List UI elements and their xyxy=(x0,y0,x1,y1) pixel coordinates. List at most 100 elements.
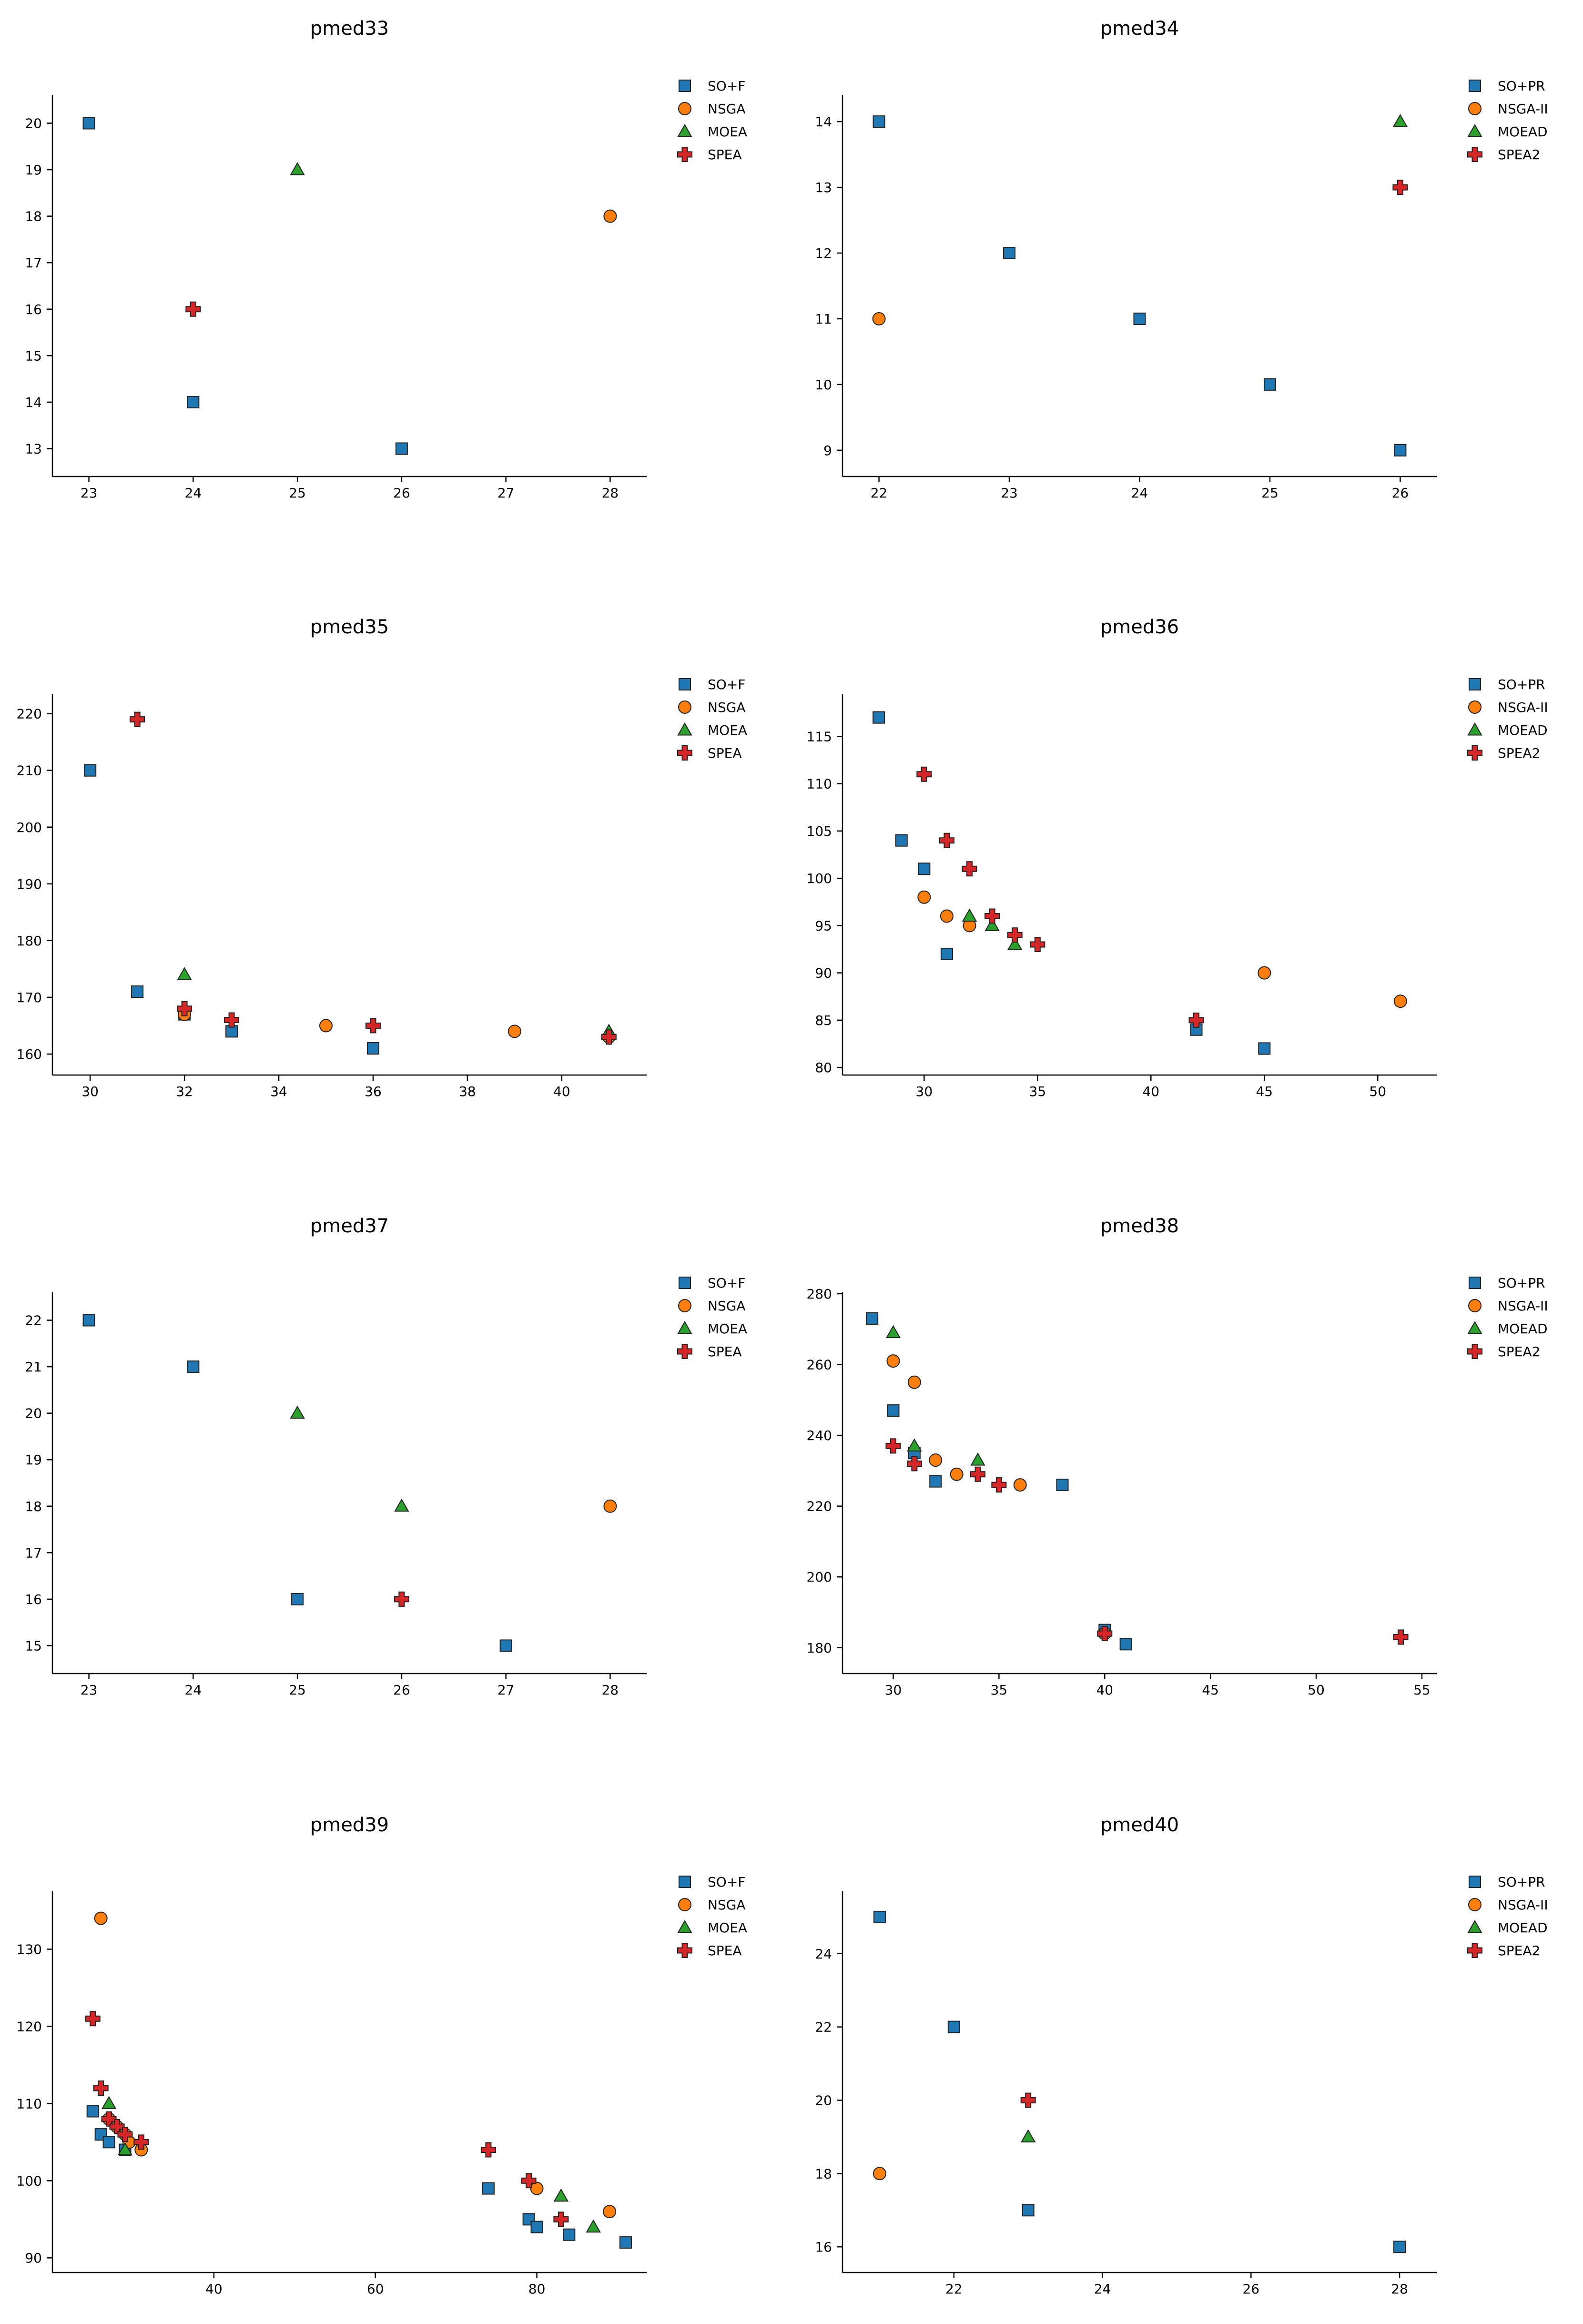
data-point-circle xyxy=(873,2167,886,2181)
y-tick-label: 200 xyxy=(807,1569,832,1585)
data-point-plus xyxy=(553,2212,569,2227)
data-point-square xyxy=(1263,378,1276,391)
y-tick-label: 22 xyxy=(25,1313,42,1329)
y-tick-label: 20 xyxy=(25,1406,42,1421)
legend: SO+F NSGA MOEA SPEA xyxy=(677,1275,747,1360)
legend-marker xyxy=(679,1876,691,1888)
data-point-plus xyxy=(365,1018,381,1034)
x-tick-label: 23 xyxy=(1001,485,1018,501)
y-tick-label: 15 xyxy=(25,348,42,364)
legend-label: SO+F xyxy=(708,677,745,692)
data-point-square xyxy=(1258,1042,1271,1055)
y-tick-label: 260 xyxy=(807,1357,832,1373)
x-tick-label: 32 xyxy=(176,1084,193,1099)
legend-label: SPEA xyxy=(708,147,742,162)
legend-marker xyxy=(1467,1919,1482,1933)
data-point-square xyxy=(291,1593,304,1605)
chart-title: pmed37 xyxy=(310,1215,389,1237)
legend-label: SPEA2 xyxy=(1498,1344,1540,1360)
data-point-triangle xyxy=(586,2219,601,2233)
legend-marker xyxy=(1468,700,1482,714)
legend-label: MOEAD xyxy=(1498,124,1548,140)
data-point-plus xyxy=(117,2127,133,2142)
data-point-circle xyxy=(917,890,931,904)
y-tick-label: 100 xyxy=(17,2173,42,2189)
legend-marker xyxy=(679,1277,691,1289)
y-tick-label: 18 xyxy=(815,2166,832,2182)
data-point-plus xyxy=(970,1466,986,1482)
data-point-circle xyxy=(530,2182,544,2195)
data-point-plus xyxy=(601,1029,617,1045)
legend-marker xyxy=(677,1919,692,1933)
data-point-plus xyxy=(394,1591,409,1607)
data-point-circle xyxy=(1013,1478,1027,1492)
data-point-square xyxy=(873,711,885,724)
data-point-triangle xyxy=(1392,114,1408,127)
data-point-triangle xyxy=(984,918,1000,931)
data-point-plus xyxy=(480,2142,496,2158)
y-tick-label: 20 xyxy=(815,2092,832,2108)
y-tick-label: 130 xyxy=(17,1941,42,1957)
x-tick-label: 26 xyxy=(1242,2281,1259,2297)
legend-marker xyxy=(678,102,691,115)
chart-title: pmed34 xyxy=(1100,18,1179,40)
legend-marker xyxy=(677,745,692,761)
legend-label: SPEA xyxy=(708,1943,742,1959)
data-point-square xyxy=(82,117,95,130)
data-point-square xyxy=(395,442,408,455)
x-tick-label: 27 xyxy=(497,485,515,501)
data-point-triangle xyxy=(101,2096,117,2109)
legend: SO+PR NSGA-II MOEAD SPEA2 xyxy=(1467,1275,1548,1360)
data-point-square xyxy=(1022,2204,1035,2217)
x-tick-label: 24 xyxy=(185,1682,202,1698)
data-point-circle xyxy=(1393,995,1407,1008)
y-tick-label: 110 xyxy=(807,776,832,792)
x-tick-label: 24 xyxy=(1131,485,1148,501)
chart-panel-pmed36: pmed36 30 35 40 45 50 80 85 90 95 100 105 110 115 SO+P… xyxy=(807,616,1548,1099)
y-tick-label: 18 xyxy=(25,209,42,224)
data-point-square xyxy=(947,2020,960,2033)
data-point-circle xyxy=(603,209,617,223)
data-point-triangle xyxy=(553,2188,569,2202)
x-tick-label: 28 xyxy=(1391,2281,1408,2297)
legend-label: SPEA2 xyxy=(1498,1943,1540,1959)
legend-label: MOEA xyxy=(708,722,747,738)
data-point-square xyxy=(82,1314,95,1327)
legend-label: MOEA xyxy=(708,124,747,140)
data-point-plus xyxy=(991,1477,1007,1493)
data-point-circle xyxy=(907,1375,921,1389)
data-point-plus xyxy=(133,2134,149,2150)
x-tick-label: 36 xyxy=(365,1084,382,1099)
y-tick-label: 13 xyxy=(25,441,42,457)
y-tick-label: 17 xyxy=(25,1545,42,1561)
legend-marker xyxy=(677,1943,692,1958)
data-point-square xyxy=(563,2228,576,2241)
legend-marker xyxy=(1469,1277,1481,1289)
chart-panel-pmed33: pmed33 23 24 25 26 27 28 13 14 15 16 17 18 19 20 SO+F NS… xyxy=(25,18,747,501)
legend-label: SO+PR xyxy=(1498,78,1545,94)
data-point-square xyxy=(187,1360,200,1373)
x-tick-label: 28 xyxy=(602,1682,619,1698)
chart-title: pmed35 xyxy=(310,616,389,638)
legend-marker xyxy=(1467,745,1482,761)
legend-label: NSGA xyxy=(708,700,746,715)
data-point-triangle xyxy=(1007,937,1023,950)
legend-label: SO+F xyxy=(708,1275,745,1291)
y-tick-label: 16 xyxy=(25,1592,42,1607)
data-point-triangle xyxy=(907,1438,922,1451)
data-point-triangle xyxy=(970,1452,985,1466)
legend-marker xyxy=(677,147,692,162)
data-point-plus xyxy=(1007,927,1023,943)
y-tick-label: 14 xyxy=(25,395,42,410)
y-tick-label: 15 xyxy=(25,1638,42,1654)
y-tick-label: 13 xyxy=(815,180,832,195)
data-point-triangle xyxy=(885,1325,901,1339)
data-point-square xyxy=(102,2136,115,2149)
data-point-square xyxy=(1003,247,1016,260)
chart-panel-pmed39: pmed39 40 60 80 90 100 110 120 130 SO+F NSGA MOEA SP… xyxy=(17,1814,748,2297)
y-tick-label: 110 xyxy=(17,2096,42,2111)
chart-title: pmed33 xyxy=(310,18,389,40)
data-point-square xyxy=(918,863,931,875)
legend-marker xyxy=(1468,1299,1482,1312)
x-tick-label: 22 xyxy=(871,485,888,501)
